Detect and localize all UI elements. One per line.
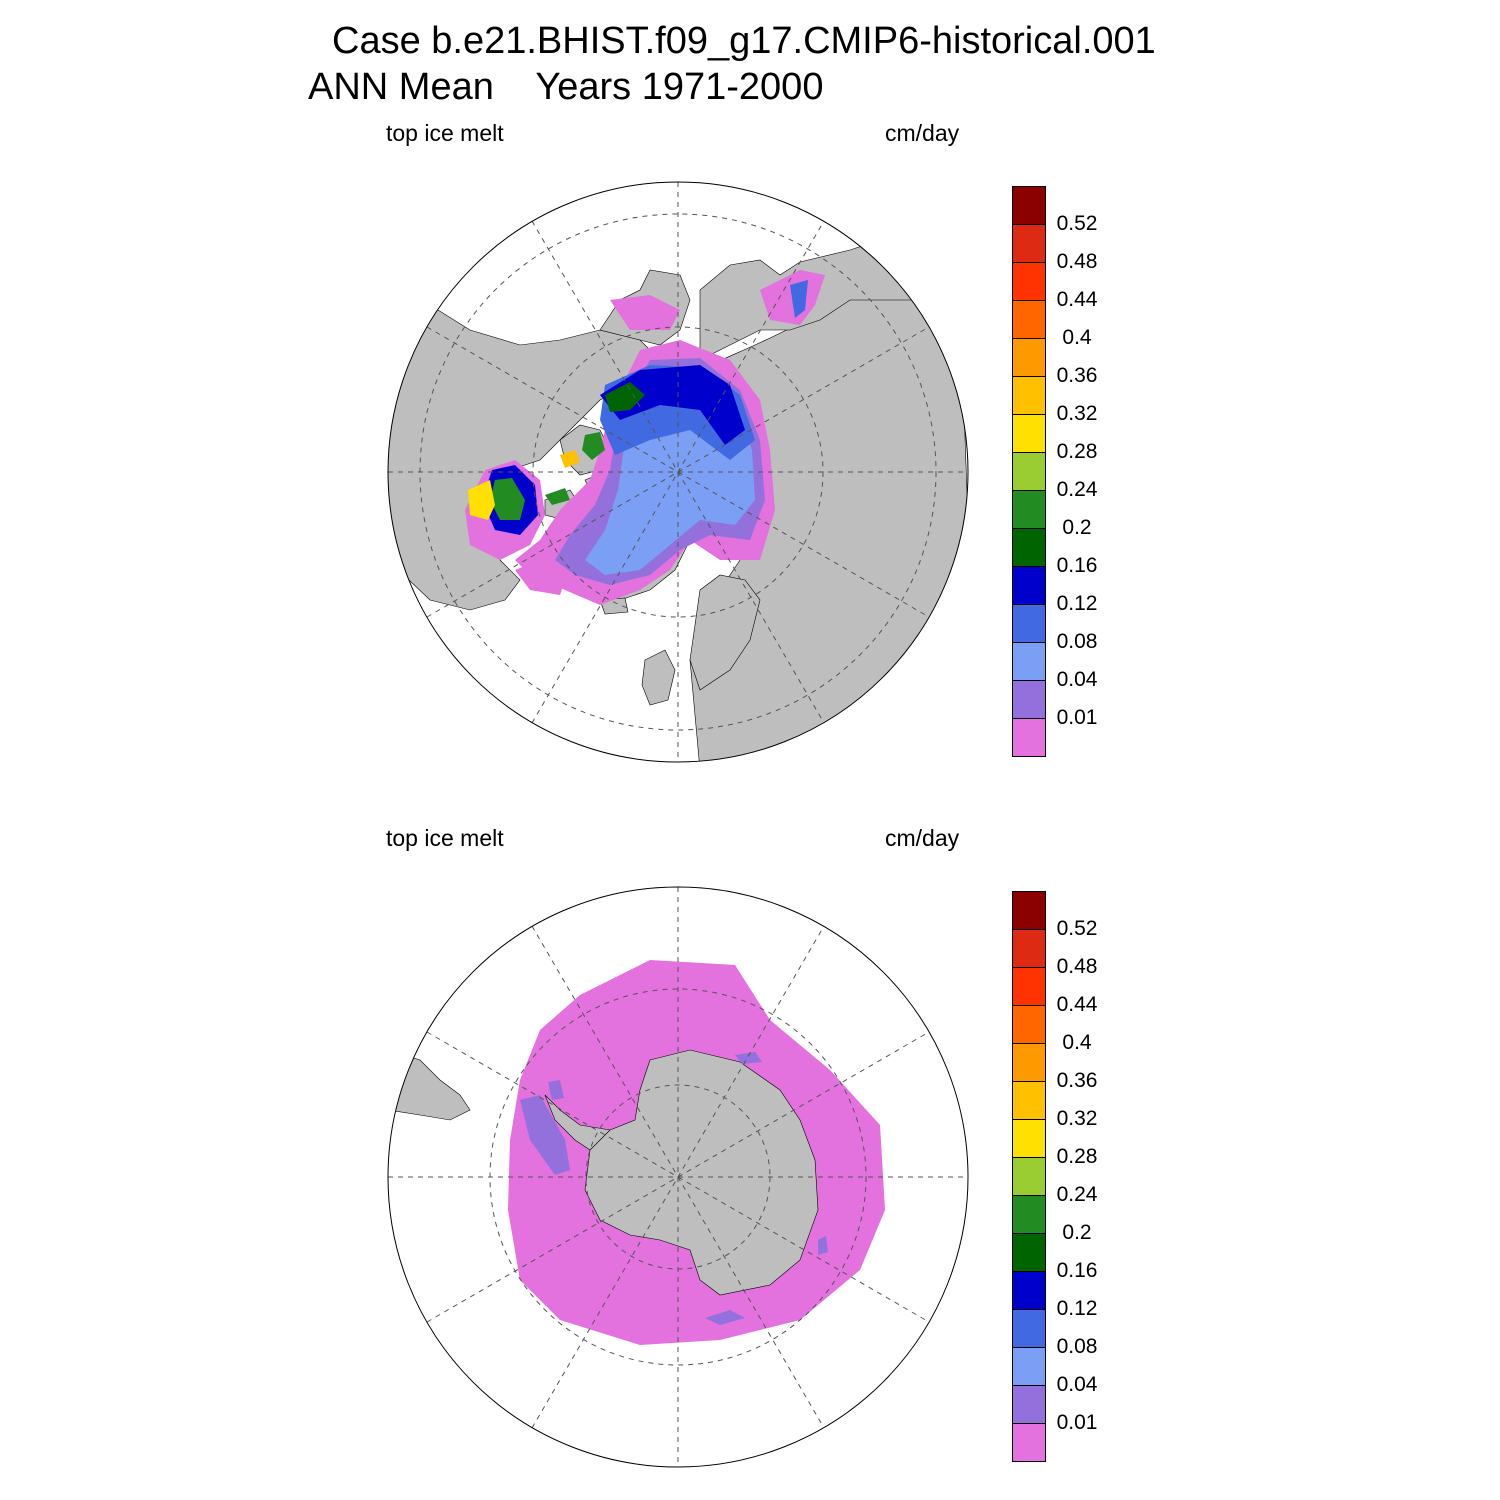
- south-panel-units-label: cm/day: [885, 825, 960, 851]
- north-colorbar-swatch: [1012, 566, 1046, 605]
- south-colorbar-tick-label: 0.16: [1056, 1259, 1098, 1282]
- north-map-border: [387, 181, 969, 763]
- south-colorbar-tick-label: 0.24: [1056, 1183, 1098, 1206]
- south-colorbar-swatch: [1012, 1385, 1046, 1424]
- north-colorbar-tick-label: 0.28: [1056, 440, 1098, 463]
- south-colorbar-swatch: [1012, 929, 1046, 968]
- north-ice-hudson-yellow: [468, 480, 495, 520]
- north-panel-left-label: top ice melt: [386, 120, 504, 146]
- north-panel-units-label: cm/day: [885, 120, 960, 146]
- north-colorbar-swatch: [1012, 680, 1046, 719]
- north-colorbar-tick-label: 0.04: [1056, 668, 1098, 691]
- north-colorbar-swatch: [1012, 718, 1046, 757]
- south-colorbar-tick-label: 0.12: [1056, 1297, 1098, 1320]
- south-ice-purple-ross: [705, 1310, 745, 1325]
- south-colorbar-swatch: [1012, 1233, 1046, 1272]
- south-colorbar-tick-label: 0.2: [1062, 1221, 1092, 1244]
- south-gridlines: [388, 887, 968, 1467]
- north-colorbar-swatch: [1012, 414, 1046, 453]
- north-colorbar-swatch: [1012, 338, 1046, 377]
- south-colorbar-swatch: [1012, 1309, 1046, 1348]
- north-colorbar-tick-label: 0.01: [1056, 706, 1098, 729]
- north-colorbar-tick-label: 0.4: [1062, 326, 1092, 349]
- south-colorbar-tick-label: 0.4: [1062, 1031, 1092, 1054]
- north-ice-darkgreen: [605, 382, 645, 412]
- south-colorbar: [1012, 891, 1046, 1462]
- south-colorbar-swatch: [1012, 1005, 1046, 1044]
- north-colorbar-tick-label: 0.36: [1056, 364, 1098, 387]
- north-colorbar-swatch: [1012, 528, 1046, 567]
- north-colorbar-tick-label: 0.32: [1056, 402, 1098, 425]
- north-colorbar-tick-label: 0.08: [1056, 630, 1098, 653]
- north-colorbar-swatch: [1012, 642, 1046, 681]
- north-colorbar-tick-label: 0.2: [1062, 516, 1092, 539]
- north-colorbar-swatch: [1012, 490, 1046, 529]
- north-colorbar-swatch: [1012, 224, 1046, 263]
- north-colorbar-swatch: [1012, 262, 1046, 301]
- south-colorbar-swatch: [1012, 1157, 1046, 1196]
- south-colorbar-swatch: [1012, 1081, 1046, 1120]
- north-colorbar-swatch: [1012, 186, 1046, 225]
- north-colorbar-tick-label: 0.24: [1056, 478, 1098, 501]
- south-colorbar-tick-label: 0.32: [1056, 1107, 1098, 1130]
- north-land-scandinavia: [689, 574, 761, 691]
- north-ice-bering: [610, 295, 680, 330]
- north-colorbar-tick-label: 0.16: [1056, 554, 1098, 577]
- south-colorbar-tick-label: 0.04: [1056, 1373, 1098, 1396]
- south-ice-purple-weddell: [520, 1095, 570, 1175]
- south-colorbar-swatch: [1012, 1043, 1046, 1082]
- north-ice-blue: [600, 365, 745, 445]
- south-colorbar-tick-label: 0.01: [1056, 1411, 1098, 1434]
- north-colorbar-swatch: [1012, 452, 1046, 491]
- figure-title-line1: Case b.e21.BHIST.f09_g17.CMIP6-historica…: [332, 20, 1156, 62]
- north-ice-archipelago-green: [545, 432, 605, 505]
- south-colorbar-swatch: [1012, 1195, 1046, 1234]
- north-colorbar-tick-label: 0.48: [1056, 250, 1098, 273]
- north-colorbar: [1012, 186, 1046, 757]
- north-colorbar-swatch: [1012, 604, 1046, 643]
- south-map-border: [387, 886, 969, 1468]
- south-land-peninsula: [544, 1094, 611, 1151]
- south-colorbar-tick-label: 0.28: [1056, 1145, 1098, 1168]
- south-colorbar-swatch: [1012, 1423, 1046, 1462]
- north-ice-archipelago-yellow: [560, 450, 580, 468]
- north-gridlines: [388, 182, 968, 762]
- south-colorbar-tick-label: 0.44: [1056, 993, 1098, 1016]
- north-colorbar-tick-label: 0.12: [1056, 592, 1098, 615]
- south-colorbar-tick-label: 0.08: [1056, 1335, 1098, 1358]
- south-colorbar-tick-label: 0.36: [1056, 1069, 1098, 1092]
- north-colorbar-swatch: [1012, 300, 1046, 339]
- north-ice-okhotsk-blue: [790, 280, 808, 318]
- north-ice-hudson-green: [490, 478, 525, 520]
- south-colorbar-tick-label: 0.52: [1056, 917, 1098, 940]
- south-colorbar-swatch: [1012, 1347, 1046, 1386]
- north-colorbar-swatch: [1012, 376, 1046, 415]
- south-colorbar-swatch: [1012, 1271, 1046, 1310]
- north-ice-labrador: [515, 560, 565, 595]
- north-colorbar-tick-label: 0.52: [1056, 212, 1098, 235]
- south-ice-purple-patch: [548, 1080, 564, 1100]
- south-colorbar-swatch: [1012, 967, 1046, 1006]
- south-colorbar-tick-label: 0.48: [1056, 955, 1098, 978]
- north-colorbar-tick-label: 0.44: [1056, 288, 1098, 311]
- figure-title-line2: ANN Mean Years 1971-2000: [308, 66, 824, 108]
- south-panel-left-label: top ice melt: [386, 825, 504, 851]
- south-colorbar-swatch: [1012, 891, 1046, 930]
- south-colorbar-swatch: [1012, 1119, 1046, 1158]
